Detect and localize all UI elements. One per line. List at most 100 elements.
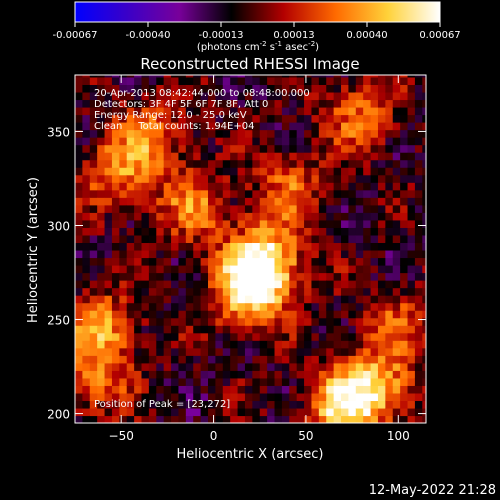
heatmap-cell [274,317,283,326]
heatmap-cell [215,287,224,296]
heatmap-cell [318,122,327,131]
heatmap-cell [163,377,172,386]
heatmap-cell [296,204,305,213]
heatmap-cell [134,204,143,213]
heatmap-cell [119,137,128,146]
heatmap-cell [215,310,224,319]
heatmap-cell [348,189,357,198]
heatmap-cell [400,152,409,161]
heatmap-cell [119,227,128,236]
heatmap-cell [237,99,246,108]
heatmap-cell [193,91,202,101]
heatmap-cell [171,242,180,251]
heatmap-cell [348,144,357,153]
heatmap-cell [193,264,202,274]
y-tick-label: 250 [47,314,70,328]
heatmap-cell [97,287,106,296]
heatmap-cell [163,362,172,371]
heatmap-cell [348,197,357,206]
heatmap-cell [200,310,209,319]
heatmap-cell [185,295,194,304]
heatmap-cell [89,332,98,341]
heatmap-cell [341,159,350,168]
heatmap-cell [222,295,231,304]
heatmap-cell [97,272,106,281]
heatmap-cell [178,310,187,319]
heatmap-cell [215,302,224,311]
heatmap-cell [355,84,364,93]
heatmap-cell [208,302,216,311]
heatmap-cell [193,99,202,108]
heatmap-cell [193,332,202,341]
heatmap-cell [163,332,172,341]
heatmap-cell [104,415,113,423]
heatmap-cell [230,114,239,123]
heatmap-cell [318,242,327,251]
heatmap-cell [400,75,409,78]
heatmap-cell [252,234,261,244]
heatmap-cell [193,106,202,116]
heatmap-cell [407,310,416,319]
heatmap-cell [111,242,120,251]
heatmap-cell [407,302,416,311]
heatmap-cell [392,257,401,266]
heatmap-cell [377,129,386,138]
heatmap-cell [377,122,386,131]
heatmap-cell [289,174,298,183]
heatmap-cell [355,317,364,326]
heatmap-cell [222,84,231,93]
heatmap-cell [141,84,150,93]
heatmap-cell [267,385,276,394]
heatmap-cell [193,76,202,85]
heatmap-cell [230,182,239,191]
heatmap-cell [296,370,305,379]
heatmap-cell [215,392,224,402]
heatmap-cell [333,355,342,364]
heatmap-cell [400,272,409,281]
heatmap-cell [97,204,106,213]
heatmap-cell [252,76,261,85]
heatmap-cell [185,182,194,191]
heatmap-cell [341,174,350,183]
heatmap-cell [341,189,350,198]
heatmap-cell [377,302,386,311]
heatmap-cell [230,415,239,423]
heatmap-cell [111,167,120,176]
heatmap-cell [141,249,150,259]
heatmap-cell [148,129,157,138]
heatmap-cell [237,264,246,274]
heatmap-cell [104,174,113,183]
heatmap-cell [296,400,305,409]
heatmap-cell [289,99,298,108]
heatmap-cell [363,167,372,176]
heatmap-cell [163,106,172,116]
heatmap-cell [370,347,379,356]
heatmap-cell [400,249,409,259]
heatmap-cell [104,129,113,138]
heatmap-cell [385,114,394,123]
heatmap-cell [97,362,106,371]
heatmap-cell [126,174,135,183]
heatmap-cell [311,234,320,244]
heatmap-cell [333,302,342,311]
heatmap-cell [215,106,224,116]
heatmap-cell [237,280,246,289]
heatmap-cell [178,129,187,138]
heatmap-cell [126,182,135,191]
heatmap-cell [414,242,423,251]
heatmap-cell [222,264,231,274]
heatmap-cell [385,385,394,394]
heatmap-cell [304,370,313,379]
heatmap-cell [289,280,298,289]
heatmap-cell [341,227,350,236]
heatmap-cell [185,189,194,198]
heatmap-cell [281,295,290,304]
heatmap-cell [304,174,313,183]
heatmap-cell [318,385,327,394]
heatmap-cell [97,310,106,319]
heatmap-cell [407,295,416,304]
heatmap-cell [274,129,283,138]
heatmap-cell [82,91,91,101]
heatmap-cell [333,129,342,138]
heatmap-cell [134,91,143,101]
